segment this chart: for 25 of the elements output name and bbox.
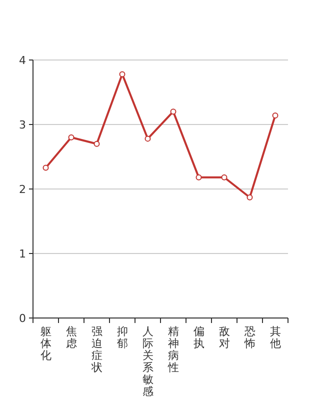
- point: [196, 174, 202, 180]
- point: [119, 71, 126, 78]
- y-tick-label: 4: [19, 54, 26, 67]
- point: [68, 134, 74, 140]
- x-tick-label: 其他: [270, 325, 281, 350]
- point: [94, 140, 100, 147]
- x-tick-label: 敌对: [218, 325, 230, 350]
- x-tick-label: 强迫症状: [90, 325, 102, 374]
- point: [272, 112, 278, 118]
- x-tick-label: 人际关系敏感: [142, 325, 154, 398]
- x-tick-label: 偏执: [193, 325, 204, 350]
- y-tick-label: 1: [19, 248, 26, 260]
- x-tick-label: 精神病性: [166, 325, 179, 374]
- x-tick-label: 躯体化: [40, 325, 52, 362]
- x-tick-label: 恐怖: [243, 325, 256, 350]
- point: [221, 174, 228, 180]
- y-tick-label: 0: [19, 312, 26, 325]
- y-tick-label: 2: [19, 183, 26, 196]
- y-tick-label: 3: [19, 118, 26, 132]
- point: [170, 108, 176, 115]
- x-tick-label: 焦虑: [66, 325, 77, 350]
- point: [42, 164, 49, 171]
- point: [144, 136, 151, 142]
- point: [246, 194, 253, 200]
- x-tick-label: 抑郁: [116, 325, 128, 350]
